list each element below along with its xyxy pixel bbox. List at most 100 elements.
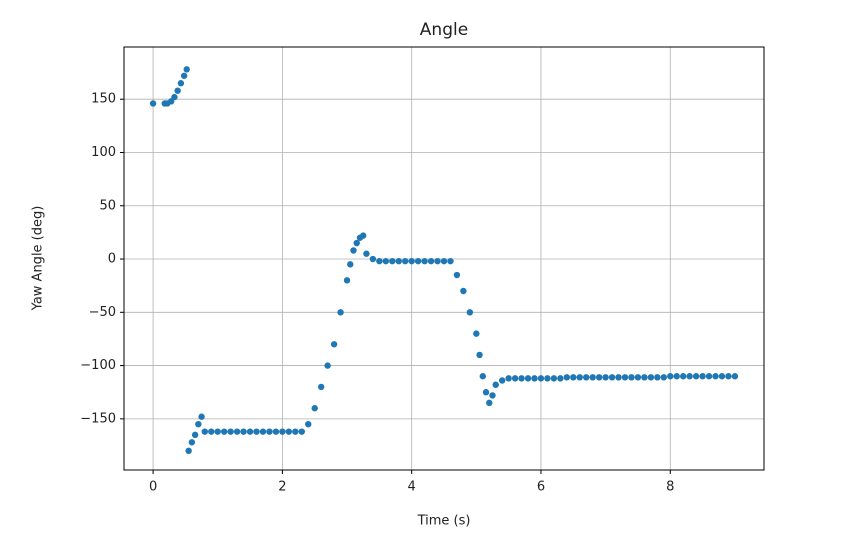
point	[712, 373, 719, 380]
y-tick-label: 100	[91, 145, 116, 160]
point	[305, 420, 312, 428]
point	[221, 428, 228, 435]
point	[343, 277, 351, 284]
point	[589, 374, 596, 381]
point	[201, 428, 209, 435]
point	[376, 257, 383, 265]
y-tick-label: −50	[89, 305, 116, 320]
y-axis-label: Yaw Angle (deg)	[31, 206, 46, 312]
point	[621, 374, 629, 381]
point	[731, 373, 739, 380]
point	[608, 374, 616, 381]
point	[395, 257, 402, 265]
point	[311, 405, 318, 412]
point	[427, 257, 435, 265]
point	[466, 309, 474, 316]
point	[353, 239, 360, 247]
x-tick-label: 0	[149, 480, 157, 495]
point	[402, 257, 409, 265]
point	[686, 373, 693, 380]
chart-title: Angle	[420, 20, 468, 40]
point	[628, 374, 635, 381]
point	[259, 428, 267, 435]
point	[489, 392, 496, 399]
point	[359, 232, 367, 239]
point	[198, 413, 205, 420]
point	[482, 389, 490, 396]
point	[673, 373, 680, 380]
point	[634, 374, 642, 381]
point	[317, 383, 325, 391]
point	[602, 374, 609, 381]
y-tick-label: 0	[108, 252, 116, 267]
point	[324, 362, 331, 369]
point	[177, 80, 185, 87]
point	[492, 381, 499, 388]
point	[298, 428, 305, 435]
point	[253, 428, 260, 435]
x-tick-label: 8	[666, 480, 674, 495]
point	[279, 428, 286, 435]
point	[660, 374, 667, 381]
point	[382, 257, 390, 265]
point	[421, 257, 428, 265]
point	[233, 428, 241, 435]
point	[180, 72, 188, 79]
point	[363, 250, 370, 257]
point	[705, 373, 713, 380]
point	[240, 428, 247, 435]
point	[389, 257, 396, 265]
point	[330, 341, 338, 348]
point	[174, 87, 181, 94]
point	[576, 374, 583, 381]
point	[246, 428, 254, 435]
point	[679, 373, 687, 380]
point	[699, 373, 706, 380]
point	[647, 374, 655, 381]
point	[654, 374, 661, 381]
point	[171, 93, 178, 101]
point	[524, 375, 532, 382]
point	[473, 330, 480, 337]
point	[188, 439, 196, 446]
point	[195, 420, 202, 428]
point	[476, 351, 483, 359]
point	[511, 375, 519, 382]
y-tick-label: −150	[80, 411, 116, 426]
point	[486, 399, 493, 407]
point	[550, 375, 558, 382]
y-tick-label: 50	[99, 198, 116, 213]
x-tick-label: 4	[408, 480, 416, 495]
point	[272, 428, 280, 435]
point	[518, 375, 525, 382]
point	[408, 257, 415, 265]
point	[641, 374, 648, 381]
point	[479, 373, 486, 380]
point	[447, 257, 454, 265]
point	[453, 271, 461, 279]
point	[505, 375, 512, 382]
point	[692, 373, 700, 380]
point	[544, 375, 551, 382]
x-tick-label: 6	[537, 480, 545, 495]
point	[369, 255, 377, 263]
point	[414, 257, 422, 265]
point	[266, 428, 273, 435]
point	[615, 374, 622, 381]
point	[350, 247, 357, 254]
point	[595, 374, 603, 381]
point	[183, 66, 190, 73]
point	[440, 257, 448, 265]
point	[583, 374, 590, 381]
x-tick-label: 2	[278, 480, 286, 495]
point	[460, 287, 467, 295]
point	[208, 428, 215, 435]
point	[337, 309, 344, 316]
y-tick-label: 150	[91, 92, 116, 107]
plot-frame	[123, 46, 765, 471]
point	[434, 257, 441, 265]
point	[718, 373, 726, 380]
point	[185, 447, 192, 455]
point	[347, 261, 354, 268]
